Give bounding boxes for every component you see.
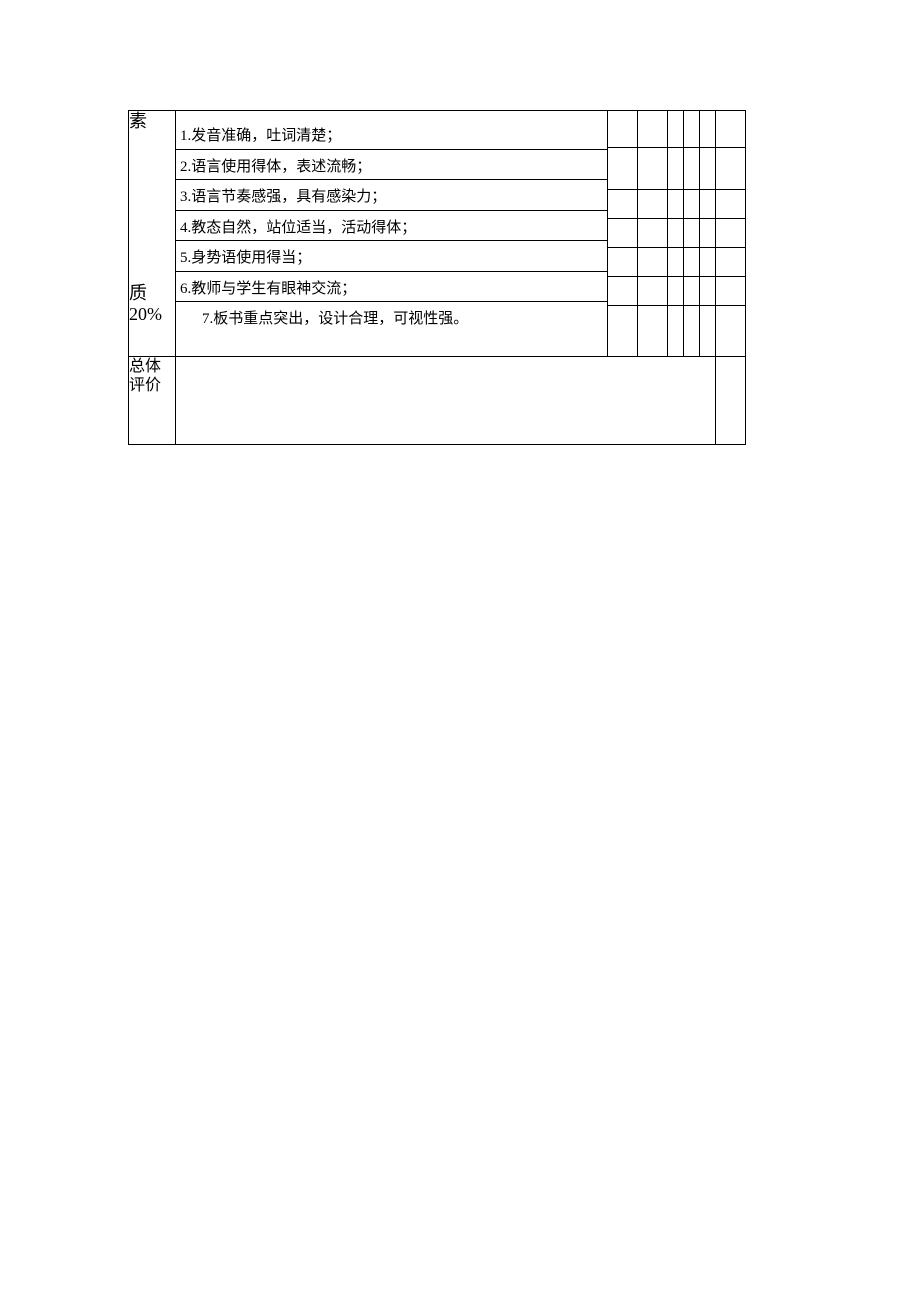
score-cell [608, 306, 637, 356]
score-cell [608, 277, 637, 306]
summary-label-cell: 总体评价 [129, 357, 176, 445]
criteria-row: 素 质 20% 1.发音准确，吐词清楚； 2.语言使用得体，表述流畅； 3.语言… [129, 111, 746, 357]
score-cell [638, 277, 667, 306]
category-cell: 素 质 20% [129, 111, 176, 357]
score-cell [638, 306, 667, 356]
score-cell [700, 148, 715, 190]
score-cell [638, 190, 667, 219]
criteria-item: 7.板书重点突出，设计合理，可视性强。 [176, 302, 607, 332]
score-cell [716, 219, 745, 248]
score-cell [700, 190, 715, 219]
score-cell [668, 306, 683, 356]
criteria-item: 4.教态自然，站位适当，活动得体； [176, 211, 607, 242]
score-cell [684, 148, 699, 190]
score-cell [716, 277, 745, 306]
score-cell [608, 111, 637, 148]
score-cell [684, 190, 699, 219]
score-cell [668, 248, 683, 277]
items-cell: 1.发音准确，吐词清楚； 2.语言使用得体，表述流畅； 3.语言节奏感强，具有感… [176, 111, 608, 357]
score-cell [716, 190, 745, 219]
summary-score-cell [716, 357, 746, 445]
category-label-2: 质 20% [129, 283, 175, 326]
score-cell [608, 190, 637, 219]
score-column-5 [700, 111, 716, 357]
score-cell [608, 219, 637, 248]
score-cell [638, 111, 667, 148]
criteria-item: 6.教师与学生有眼神交流； [176, 272, 607, 303]
score-cell [684, 277, 699, 306]
score-cell [684, 219, 699, 248]
score-cell [638, 248, 667, 277]
score-column-3 [668, 111, 684, 357]
score-cell [684, 111, 699, 148]
score-column-2 [638, 111, 668, 357]
score-cell [638, 219, 667, 248]
score-cell [700, 277, 715, 306]
score-cell [668, 277, 683, 306]
score-cell [700, 219, 715, 248]
score-cell [638, 148, 667, 190]
score-cell [716, 111, 745, 148]
score-cell [700, 111, 715, 148]
score-cell [716, 248, 745, 277]
score-cell [700, 306, 715, 356]
score-column-6 [716, 111, 746, 357]
score-cell [668, 190, 683, 219]
score-cell [668, 219, 683, 248]
score-cell [668, 148, 683, 190]
score-column-4 [684, 111, 700, 357]
category-label-1: 素 [129, 111, 175, 133]
score-cell [608, 148, 637, 190]
score-cell [716, 306, 745, 356]
criteria-item: 5.身势语使用得当； [176, 241, 607, 272]
evaluation-table: 素 质 20% 1.发音准确，吐词清楚； 2.语言使用得体，表述流畅； 3.语言… [128, 110, 746, 445]
score-cell [684, 248, 699, 277]
summary-row: 总体评价 [129, 357, 746, 445]
score-cell [668, 111, 683, 148]
summary-content-cell [176, 357, 716, 445]
score-cell [700, 248, 715, 277]
score-cell [716, 148, 745, 190]
criteria-item: 3.语言节奏感强，具有感染力； [176, 180, 607, 211]
summary-label: 总体评价 [129, 358, 161, 394]
criteria-item: 1.发音准确，吐词清楚； [176, 111, 607, 150]
score-cell [608, 248, 637, 277]
criteria-item: 2.语言使用得体，表述流畅； [176, 150, 607, 181]
score-column-1 [608, 111, 638, 357]
score-cell [684, 306, 699, 356]
